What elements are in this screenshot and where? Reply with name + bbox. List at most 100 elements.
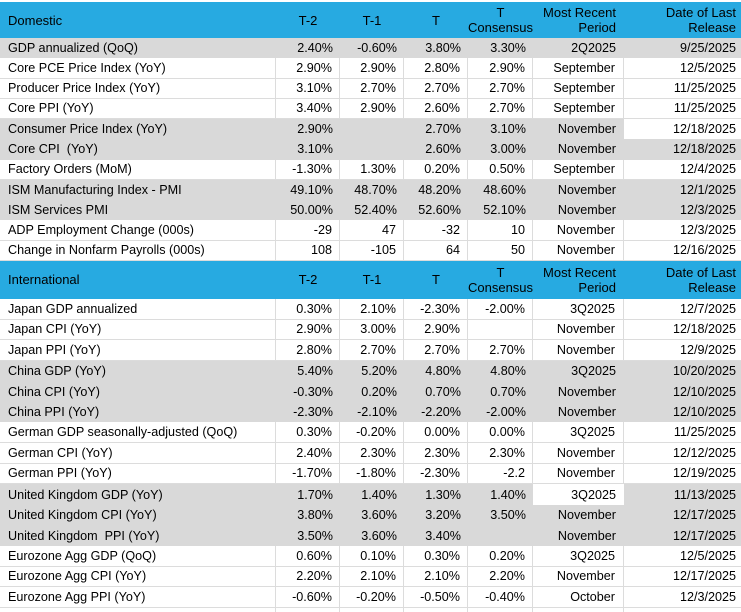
cell-t1[interactable]: 2.90%: [340, 98, 404, 120]
cell-t1[interactable]: -105: [340, 240, 404, 261]
cell-most-recent-period[interactable]: November: [533, 200, 624, 221]
cell-most-recent-period[interactable]: November: [533, 319, 624, 341]
cell-most-recent-period[interactable]: 3Q2025: [533, 298, 624, 320]
cell-t[interactable]: 0.70%: [404, 381, 468, 402]
cell-t[interactable]: 1.30%: [404, 484, 468, 505]
cell-t[interactable]: 3.20%: [404, 504, 468, 526]
cell-t-consensus[interactable]: 0.70%: [468, 381, 533, 402]
cell-t1[interactable]: -0.20%: [340, 587, 404, 608]
row-label[interactable]: Core CPI (YoY): [0, 139, 276, 160]
cell-t2[interactable]: 3.10%: [276, 78, 340, 99]
cell-most-recent-period[interactable]: 3Q2025: [533, 484, 624, 505]
cell-t2[interactable]: 2.90%: [276, 119, 340, 140]
cell-date-of-last-release[interactable]: 10/20/2025: [624, 360, 741, 382]
row-label[interactable]: United Kingdom PPI (YoY): [0, 525, 276, 547]
cell-t[interactable]: -32: [404, 220, 468, 241]
cell-date-of-last-release[interactable]: 12/4/2025: [624, 160, 741, 180]
cell-date-of-last-release[interactable]: 11/25/2025: [624, 99, 741, 120]
row-label[interactable]: United Kingdom CPI (YoY): [0, 504, 276, 526]
cell-t[interactable]: 0.30%: [404, 546, 468, 567]
cell-most-recent-period[interactable]: November: [533, 179, 624, 201]
cell-t[interactable]: 4.80%: [404, 360, 468, 382]
cell-t1[interactable]: 0.20%: [340, 381, 404, 402]
cell-t-consensus[interactable]: -0.40%: [468, 587, 533, 608]
cell-t2[interactable]: 2.90%: [276, 319, 340, 341]
cell-date-of-last-release[interactable]: 12/7/2025: [624, 299, 741, 320]
cell-t[interactable]: -0.50%: [404, 587, 468, 608]
row-label[interactable]: China GDP (YoY): [0, 360, 276, 382]
cell-most-recent-period[interactable]: 2Q2025: [533, 38, 624, 59]
cell-date-of-last-release[interactable]: 12/3/2025: [624, 587, 741, 608]
cell-most-recent-period[interactable]: 3Q2025: [533, 422, 624, 444]
cell-date-of-last-release[interactable]: 12/3/2025: [624, 220, 741, 241]
cell-t[interactable]: 2.80%: [404, 58, 468, 79]
cell-t-consensus[interactable]: 2.70%: [468, 340, 533, 361]
cell-t-consensus[interactable]: 50: [468, 240, 533, 261]
cell-most-recent-period[interactable]: November: [533, 401, 624, 423]
cell-t[interactable]: 64: [404, 240, 468, 261]
cell-t-consensus[interactable]: 2.90%: [468, 58, 533, 79]
row-label[interactable]: Consumer Price Index (YoY): [0, 119, 276, 140]
cell-date-of-last-release[interactable]: 12/12/2025: [624, 443, 741, 464]
cell-t-consensus[interactable]: -2.2: [468, 463, 533, 485]
cell-t-consensus[interactable]: 3.00%: [468, 139, 533, 160]
cell-date-of-last-release[interactable]: 12/17/2025: [624, 525, 741, 547]
cell-most-recent-period[interactable]: September: [533, 78, 624, 99]
cell-date-of-last-release[interactable]: 12/16/2025: [624, 241, 741, 261]
cell-t2[interactable]: -1.30%: [276, 159, 340, 180]
cell-t2[interactable]: -1.70%: [276, 463, 340, 485]
column-header-t1[interactable]: T-1: [362, 12, 382, 28]
cell-date-of-last-release[interactable]: 12/1/2025: [624, 179, 741, 201]
cell-t[interactable]: 3.40%: [404, 525, 468, 547]
cell-most-recent-period[interactable]: November: [533, 525, 624, 547]
column-header-t[interactable]: T: [432, 12, 440, 28]
cell-t-consensus[interactable]: -2.00%: [468, 401, 533, 423]
cell-date-of-last-release[interactable]: 12/17/2025: [624, 504, 741, 526]
cell-t2[interactable]: -29: [276, 220, 340, 241]
row-label[interactable]: Eurozone Agg GDP (QoQ): [0, 546, 276, 567]
cell-date-of-last-release[interactable]: 12/10/2025: [624, 381, 741, 402]
row-label[interactable]: Factory Orders (MoM): [0, 159, 276, 180]
cell-t2[interactable]: 3.10%: [276, 139, 340, 160]
cell-t2[interactable]: 0.30%: [276, 298, 340, 320]
cell-t1[interactable]: 3.60%: [340, 525, 404, 547]
cell-t[interactable]: 2.10%: [404, 566, 468, 588]
row-label[interactable]: Japan GDP annualized: [0, 298, 276, 320]
cell-t2[interactable]: 0.30%: [276, 422, 340, 444]
cell-t[interactable]: 2.70%: [404, 78, 468, 99]
row-label[interactable]: China CPI (YoY): [0, 381, 276, 402]
row-label[interactable]: Eurozone Agg PPI (YoY): [0, 587, 276, 608]
cell-most-recent-period[interactable]: November: [533, 139, 624, 160]
cell-t-consensus[interactable]: 3.50%: [468, 504, 533, 526]
cell-t1[interactable]: [340, 119, 404, 140]
cell-most-recent-period[interactable]: September: [533, 159, 624, 180]
column-header-t-consensus[interactable]: T Consensus: [468, 261, 533, 299]
cell-date-of-last-release[interactable]: 12/18/2025: [624, 320, 741, 341]
row-label[interactable]: Change in Nonfarm Payrolls (000s): [0, 240, 276, 261]
cell-t-consensus[interactable]: 0.00%: [468, 422, 533, 444]
cell-t1[interactable]: 1.30%: [340, 159, 404, 180]
cell-most-recent-period[interactable]: November: [533, 220, 624, 241]
cell-t2[interactable]: 108: [276, 240, 340, 261]
cell-most-recent-period[interactable]: November: [533, 566, 624, 588]
cell-t2[interactable]: 3.40%: [276, 98, 340, 120]
cell-t2[interactable]: 50.00%: [276, 200, 340, 221]
cell-date-of-last-release[interactable]: 12/3/2025: [624, 200, 741, 221]
cell-t1[interactable]: 47: [340, 220, 404, 241]
cell-t1[interactable]: -2.10%: [340, 401, 404, 423]
cell-most-recent-period[interactable]: 3Q2025: [533, 546, 624, 567]
cell-t2[interactable]: 0.60%: [276, 546, 340, 567]
cell-t2[interactable]: 5.40%: [276, 360, 340, 382]
section-title[interactable]: International: [8, 272, 80, 288]
cell-t[interactable]: 2.30%: [404, 443, 468, 464]
cell-date-of-last-release[interactable]: 11/25/2025: [624, 79, 741, 99]
row-label[interactable]: GDP annualized (QoQ): [0, 38, 276, 59]
cell-t-consensus[interactable]: 2.20%: [468, 566, 533, 588]
cell-t-consensus[interactable]: -2.00%: [468, 298, 533, 320]
cell-t2[interactable]: -0.30%: [276, 381, 340, 402]
cell-t1[interactable]: 3.00%: [340, 319, 404, 341]
cell-date-of-last-release[interactable]: 12/18/2025: [624, 139, 741, 160]
cell-t2[interactable]: 2.90%: [276, 58, 340, 79]
cell-date-of-last-release[interactable]: 12/9/2025: [624, 340, 741, 361]
cell-t[interactable]: 2.70%: [404, 340, 468, 361]
